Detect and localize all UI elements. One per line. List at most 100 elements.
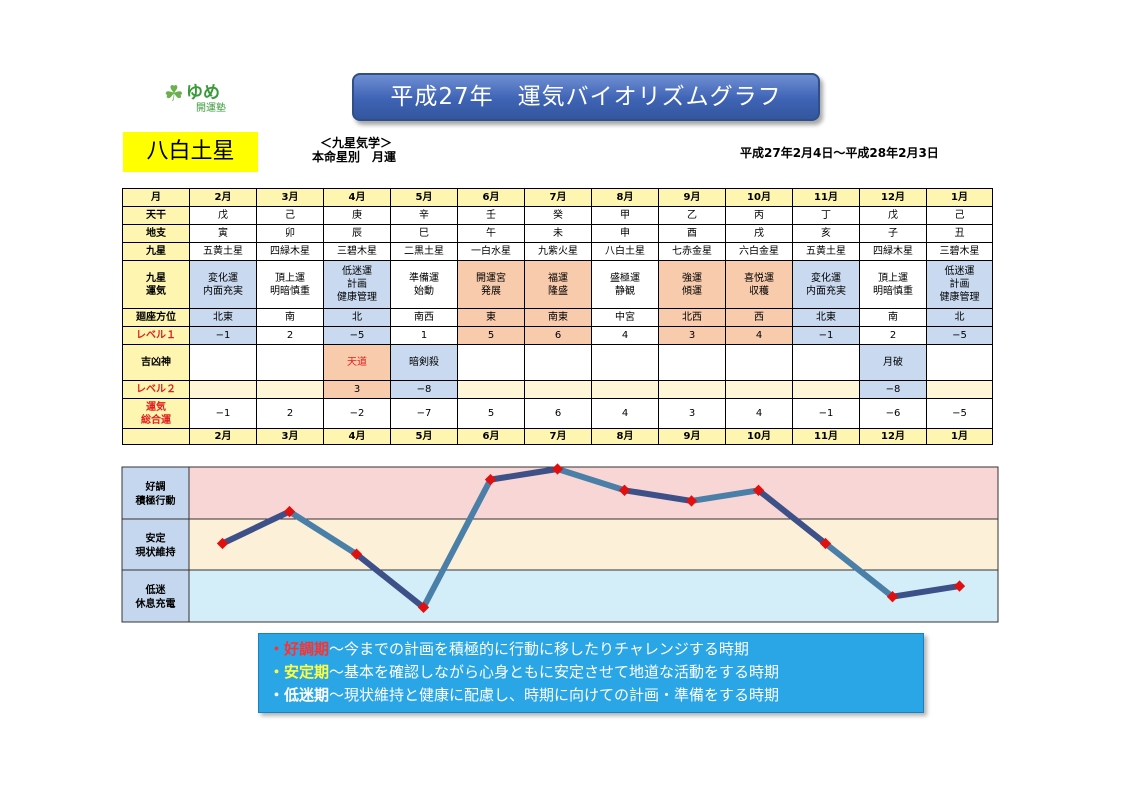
level2-cell <box>457 380 525 399</box>
month-cell: 2月 <box>189 188 257 207</box>
series-line-segment <box>554 466 628 494</box>
star-label: 八白土星 <box>123 132 258 172</box>
level1-cell: −1 <box>792 326 860 345</box>
kikkyo-cell: 暗剣殺 <box>390 344 458 381</box>
unki-cell: 福運 隆盛 <box>524 260 592 309</box>
legend-text: ～現状維持と健康に配慮し、時期に向けての計画・準備をする時期 <box>329 686 780 704</box>
page-title: 平成27年 運気バイオリズムグラフ <box>352 73 820 121</box>
series-line-segment <box>621 487 695 504</box>
zone-stable-label-bg <box>121 518 190 571</box>
series-line-segment <box>822 540 896 600</box>
legend-text: ～今までの計画を積極的に行動に移したりチャレンジする時期 <box>329 640 749 658</box>
kyusei-row-label: 九星 <box>122 242 190 261</box>
zone-low-label-2: 休息充電 <box>135 597 176 610</box>
legend-keyword: 好調期 <box>284 640 330 658</box>
legend-line-1: ・好調期～今までの計画を積極的に行動に移したりチャレンジする時期 <box>269 638 923 661</box>
unki-cell: 頂上運 明暗慎重 <box>256 260 324 309</box>
logo-text: ゆめ <box>186 83 220 103</box>
level2-row-label: レベル２ <box>122 380 190 399</box>
level1-row-label: レベル１ <box>122 326 190 345</box>
month-cell: 7月 <box>524 188 592 207</box>
zone-low-label-bg <box>121 569 190 623</box>
logo-subtext: 開運塾 <box>196 103 226 114</box>
series-line-segment <box>420 476 494 611</box>
month-cell: 4月 <box>323 188 391 207</box>
month-cell: 1月 <box>926 188 993 207</box>
kikkyo-cell: 月破 <box>859 344 927 381</box>
unki-row: 九星 運気 変化運 内面充実 頂上運 明暗慎重 低迷運 計画 健康管理 準備運 始動 開運宮 発展 福運隆… <box>122 260 993 309</box>
zone-good-label-bg <box>121 466 190 520</box>
month-footer-cell: 12月 <box>859 428 927 445</box>
unki-cell: 変化運 内面充実 <box>792 260 860 309</box>
logo: ☘ ゆめ 開運塾 <box>160 78 240 114</box>
kikkyo-cell <box>658 344 726 381</box>
data-point-7月 <box>551 463 564 475</box>
month-footer-cell: 7月 <box>524 428 592 445</box>
unki-cell: 低迷運 計画 健康管理 <box>926 260 993 309</box>
month-footer-cell: 9月 <box>658 428 726 445</box>
legend-bullet: ・ <box>269 686 285 704</box>
total-row: 運気 総合運 −1 2 −2 −7 5 6 4 3 4 −1 −6 −5 <box>122 398 993 429</box>
data-point-1月 <box>953 580 966 592</box>
kyusei-caption-line1: ＜九星気学＞ <box>320 136 393 150</box>
kaiza-row-label: 廻座方位 <box>122 308 190 327</box>
data-point-2月 <box>216 537 229 550</box>
level2-cell <box>926 380 993 399</box>
legend-bullet: ・ <box>269 640 285 658</box>
zone-good-label-1: 好調 <box>145 480 166 493</box>
data-point-5月 <box>417 601 430 614</box>
month-footer-cell: 3月 <box>256 428 324 445</box>
series-line-segment <box>353 551 427 611</box>
kyusei-row: 九星 五黄土星 四緑木星 三碧木星 二黒土星 一白水星 九紫火星 八白土星 七赤金星 六白金星 五黄… <box>122 242 993 261</box>
month-footer-cell: 11月 <box>792 428 860 445</box>
kikkyo-cell <box>926 344 993 381</box>
zone-good-band <box>188 466 999 520</box>
level1-cell: −1 <box>189 326 257 345</box>
data-point-11月 <box>819 537 832 550</box>
kaiza-cell: 北西 <box>658 308 726 327</box>
level2-cell <box>524 380 592 399</box>
series-line-segment <box>755 487 829 547</box>
month-footer-cell: 10月 <box>725 428 793 445</box>
month-footer-row: 2月 3月 4月 5月 6月 7月 8月 9月 10月 11月 12月 1月 <box>122 428 993 445</box>
legend-line-3: ・低迷期～現状維持と健康に配慮し、時期に向けての計画・準備をする時期 <box>269 684 923 707</box>
level1-cell: 3 <box>658 326 726 345</box>
legend-text: ～基本を確認しながら心身ともに安定させて地道な活動をする時期 <box>329 663 780 681</box>
data-point-12月 <box>886 591 899 603</box>
data-point-10月 <box>752 484 765 496</box>
kikkyo-row-label: 吉凶神 <box>122 344 190 381</box>
clover-icon: ☘ <box>164 82 184 107</box>
legend-keyword: 安定期 <box>284 663 330 681</box>
zone-low-band <box>188 569 999 623</box>
month-footer-cell: 4月 <box>323 428 391 445</box>
total-cell: 5 <box>457 398 525 429</box>
series-line-segment <box>889 583 963 600</box>
unki-cell: 変化運 内面充実 <box>189 260 257 309</box>
kaiza-cell: 南東 <box>524 308 592 327</box>
legend-box: ・好調期～今までの計画を積極的に行動に移したりチャレンジする時期 ・安定期～基本を… <box>258 633 924 713</box>
period-range: 平成27年2月4日～平成28年2月3日 <box>740 146 939 160</box>
total-cell: −7 <box>390 398 458 429</box>
level2-cell <box>658 380 726 399</box>
level1-cell: −5 <box>926 326 993 345</box>
kaiza-cell: 北 <box>926 308 993 327</box>
month-footer-cell: 8月 <box>591 428 659 445</box>
level1-cell: −5 <box>323 326 391 345</box>
data-point-6月 <box>484 473 497 486</box>
kikkyo-cell <box>189 344 257 381</box>
zone-good-label-2: 積極行動 <box>135 494 176 507</box>
month-footer-cell: 5月 <box>390 428 458 445</box>
zone-stable-label-1: 安定 <box>146 532 166 545</box>
legend-bullet: ・ <box>269 663 285 681</box>
level2-cell <box>792 380 860 399</box>
data-point-4月 <box>350 548 363 560</box>
total-cell: −1 <box>189 398 257 429</box>
month-cell: 10月 <box>725 188 793 207</box>
zone-low-label-1: 低迷 <box>145 583 167 596</box>
month-footer-cell: 1月 <box>926 428 993 445</box>
data-point-9月 <box>685 495 698 507</box>
level1-row: レベル１ −1 2 −5 1 5 6 4 3 4 −1 2 −5 <box>122 326 993 345</box>
legend-keyword: 低迷期 <box>284 686 330 704</box>
total-cell: 4 <box>725 398 793 429</box>
kaiza-cell: 北東 <box>792 308 860 327</box>
